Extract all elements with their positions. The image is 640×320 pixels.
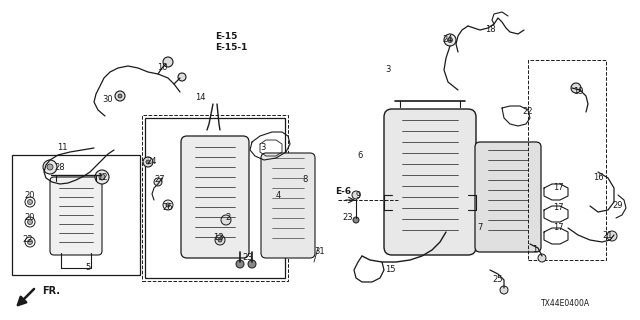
Circle shape bbox=[28, 199, 33, 204]
Text: 21: 21 bbox=[603, 230, 613, 239]
Text: 28: 28 bbox=[54, 164, 65, 172]
Text: 31: 31 bbox=[315, 247, 325, 257]
Text: E-6: E-6 bbox=[335, 188, 351, 196]
Text: 7: 7 bbox=[477, 223, 483, 233]
Text: 29: 29 bbox=[612, 201, 623, 210]
Circle shape bbox=[43, 160, 57, 174]
Text: 15: 15 bbox=[385, 266, 396, 275]
Text: 19: 19 bbox=[573, 87, 583, 97]
Text: 5: 5 bbox=[85, 263, 91, 273]
Circle shape bbox=[163, 57, 173, 67]
Text: FR.: FR. bbox=[42, 286, 60, 296]
Circle shape bbox=[178, 73, 186, 81]
Circle shape bbox=[236, 260, 244, 268]
Circle shape bbox=[143, 157, 153, 167]
Bar bbox=[528, 60, 606, 260]
Circle shape bbox=[571, 83, 581, 93]
FancyBboxPatch shape bbox=[261, 153, 315, 258]
Circle shape bbox=[154, 178, 162, 186]
Text: 17: 17 bbox=[553, 183, 563, 193]
Text: 6: 6 bbox=[357, 150, 363, 159]
FancyBboxPatch shape bbox=[475, 142, 541, 252]
Text: 30: 30 bbox=[102, 95, 113, 105]
Circle shape bbox=[218, 238, 222, 242]
Circle shape bbox=[25, 217, 35, 227]
Circle shape bbox=[28, 220, 33, 225]
Text: 24: 24 bbox=[147, 157, 157, 166]
Text: 13: 13 bbox=[212, 234, 223, 243]
Circle shape bbox=[28, 239, 33, 244]
Text: 20: 20 bbox=[25, 213, 35, 222]
Circle shape bbox=[163, 200, 173, 210]
Text: 17: 17 bbox=[553, 223, 563, 233]
Circle shape bbox=[95, 170, 109, 184]
Text: 22: 22 bbox=[523, 108, 533, 116]
FancyBboxPatch shape bbox=[384, 109, 476, 255]
Circle shape bbox=[500, 286, 508, 294]
Circle shape bbox=[99, 174, 105, 180]
Circle shape bbox=[215, 235, 225, 245]
FancyBboxPatch shape bbox=[181, 136, 249, 258]
Circle shape bbox=[118, 94, 122, 98]
Text: 11: 11 bbox=[57, 143, 67, 153]
Text: 25: 25 bbox=[493, 276, 503, 284]
Text: 23: 23 bbox=[342, 213, 353, 222]
Text: 3: 3 bbox=[385, 66, 390, 75]
Text: 1: 1 bbox=[532, 245, 538, 254]
Circle shape bbox=[146, 160, 150, 164]
Text: 26: 26 bbox=[163, 204, 173, 212]
Text: 9: 9 bbox=[355, 190, 360, 199]
Text: 22: 22 bbox=[23, 236, 33, 244]
Text: 14: 14 bbox=[195, 93, 205, 102]
Circle shape bbox=[25, 197, 35, 207]
Bar bbox=[12, 155, 140, 275]
Bar bbox=[145, 118, 285, 278]
Circle shape bbox=[607, 231, 617, 241]
Text: 8: 8 bbox=[302, 175, 308, 185]
Text: 2: 2 bbox=[225, 213, 230, 222]
Circle shape bbox=[47, 164, 53, 170]
Circle shape bbox=[248, 260, 256, 268]
Text: 12: 12 bbox=[97, 173, 108, 182]
Circle shape bbox=[115, 91, 125, 101]
Text: 24: 24 bbox=[443, 36, 453, 44]
Text: 16: 16 bbox=[593, 173, 604, 182]
Circle shape bbox=[353, 217, 359, 223]
Circle shape bbox=[166, 203, 170, 207]
Bar bbox=[142, 115, 288, 281]
Text: TX44E0400A: TX44E0400A bbox=[541, 300, 590, 308]
Circle shape bbox=[444, 34, 456, 46]
Text: 4: 4 bbox=[275, 190, 280, 199]
Text: 23: 23 bbox=[243, 253, 253, 262]
Text: 18: 18 bbox=[484, 26, 495, 35]
Text: 27: 27 bbox=[155, 175, 165, 185]
FancyBboxPatch shape bbox=[50, 177, 102, 255]
Text: 10: 10 bbox=[157, 63, 167, 73]
Text: 20: 20 bbox=[25, 190, 35, 199]
Circle shape bbox=[221, 215, 231, 225]
Text: 17: 17 bbox=[553, 204, 563, 212]
Circle shape bbox=[447, 37, 452, 43]
Text: 3: 3 bbox=[260, 143, 266, 153]
Circle shape bbox=[352, 191, 360, 199]
Text: E-15
E-15-1: E-15 E-15-1 bbox=[215, 32, 248, 52]
Circle shape bbox=[538, 254, 546, 262]
Circle shape bbox=[25, 237, 35, 247]
